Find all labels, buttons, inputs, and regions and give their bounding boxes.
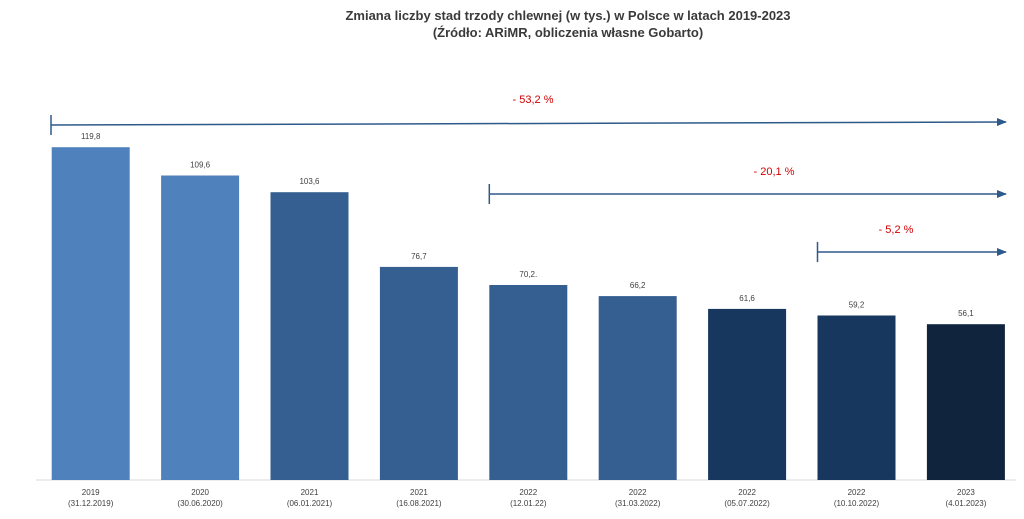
bar-3 xyxy=(379,266,458,480)
annotation-label-1: - 20,1 % xyxy=(754,166,795,178)
x-tick-year-2: 2021 xyxy=(301,488,319,497)
value-label-6: 61,6 xyxy=(739,294,755,303)
x-tick-date-4: (12.01.22) xyxy=(510,499,547,508)
value-label-4: 70,2. xyxy=(519,270,537,279)
x-tick-date-6: (05.07.2022) xyxy=(724,499,770,508)
x-tick-year-3: 2021 xyxy=(410,488,428,497)
bars-group xyxy=(51,147,1005,480)
x-tick-year-6: 2022 xyxy=(738,488,756,497)
x-tick-date-7: (10.10.2022) xyxy=(834,499,880,508)
x-tick-labels-group: 2019 (31.12.2019) 2020 (30.06.2020) 2021 (06.… xyxy=(68,488,987,508)
value-label-0: 119,8 xyxy=(81,132,101,141)
x-tick-date-2: (06.01.2021) xyxy=(287,499,333,508)
x-tick-year-0: 2019 xyxy=(82,488,100,497)
bar-7 xyxy=(817,315,896,480)
annotation-label-2: - 5,2 % xyxy=(879,224,914,236)
chart-title: Zmiana liczby stad trzody chlewnej (w ty… xyxy=(345,8,790,23)
x-tick-year-1: 2020 xyxy=(191,488,209,497)
value-label-1: 109,6 xyxy=(190,161,211,170)
x-tick-date-5: (31.03.2022) xyxy=(615,499,661,508)
value-labels-group: 119,8 109,6 103,6 76,7 70,2. 66,2 61,6 59,2 56,1 xyxy=(81,132,974,318)
value-label-2: 103,6 xyxy=(299,177,320,186)
bar-0 xyxy=(51,147,130,480)
chart-subtitle: (Źródło: ARiMR, obliczenia własne Gobart… xyxy=(433,25,703,40)
annotations-group: - 53,2 % - 20,1 % - 5,2 % xyxy=(50,94,1007,262)
annotation-arrow-0 xyxy=(50,118,1007,127)
bar-2 xyxy=(270,192,349,480)
value-label-3: 76,7 xyxy=(411,252,427,261)
annotation-label-0: - 53,2 % xyxy=(513,94,554,106)
bar-4 xyxy=(489,285,568,480)
bar-1 xyxy=(161,175,240,480)
bar-8 xyxy=(926,324,1005,480)
x-tick-year-7: 2022 xyxy=(848,488,866,497)
x-tick-date-1: (30.06.2020) xyxy=(177,499,223,508)
value-label-8: 56,1 xyxy=(958,309,974,318)
x-tick-year-8: 2023 xyxy=(957,488,975,497)
x-tick-year-4: 2022 xyxy=(519,488,537,497)
bar-6 xyxy=(708,308,787,480)
x-tick-date-3: (16.08.2021) xyxy=(396,499,442,508)
x-tick-year-5: 2022 xyxy=(629,488,647,497)
bar-5 xyxy=(598,296,677,480)
value-label-7: 59,2 xyxy=(849,301,865,310)
x-tick-date-8: (4.01.2023) xyxy=(945,499,986,508)
x-tick-date-0: (31.12.2019) xyxy=(68,499,114,508)
value-label-5: 66,2 xyxy=(630,281,646,290)
